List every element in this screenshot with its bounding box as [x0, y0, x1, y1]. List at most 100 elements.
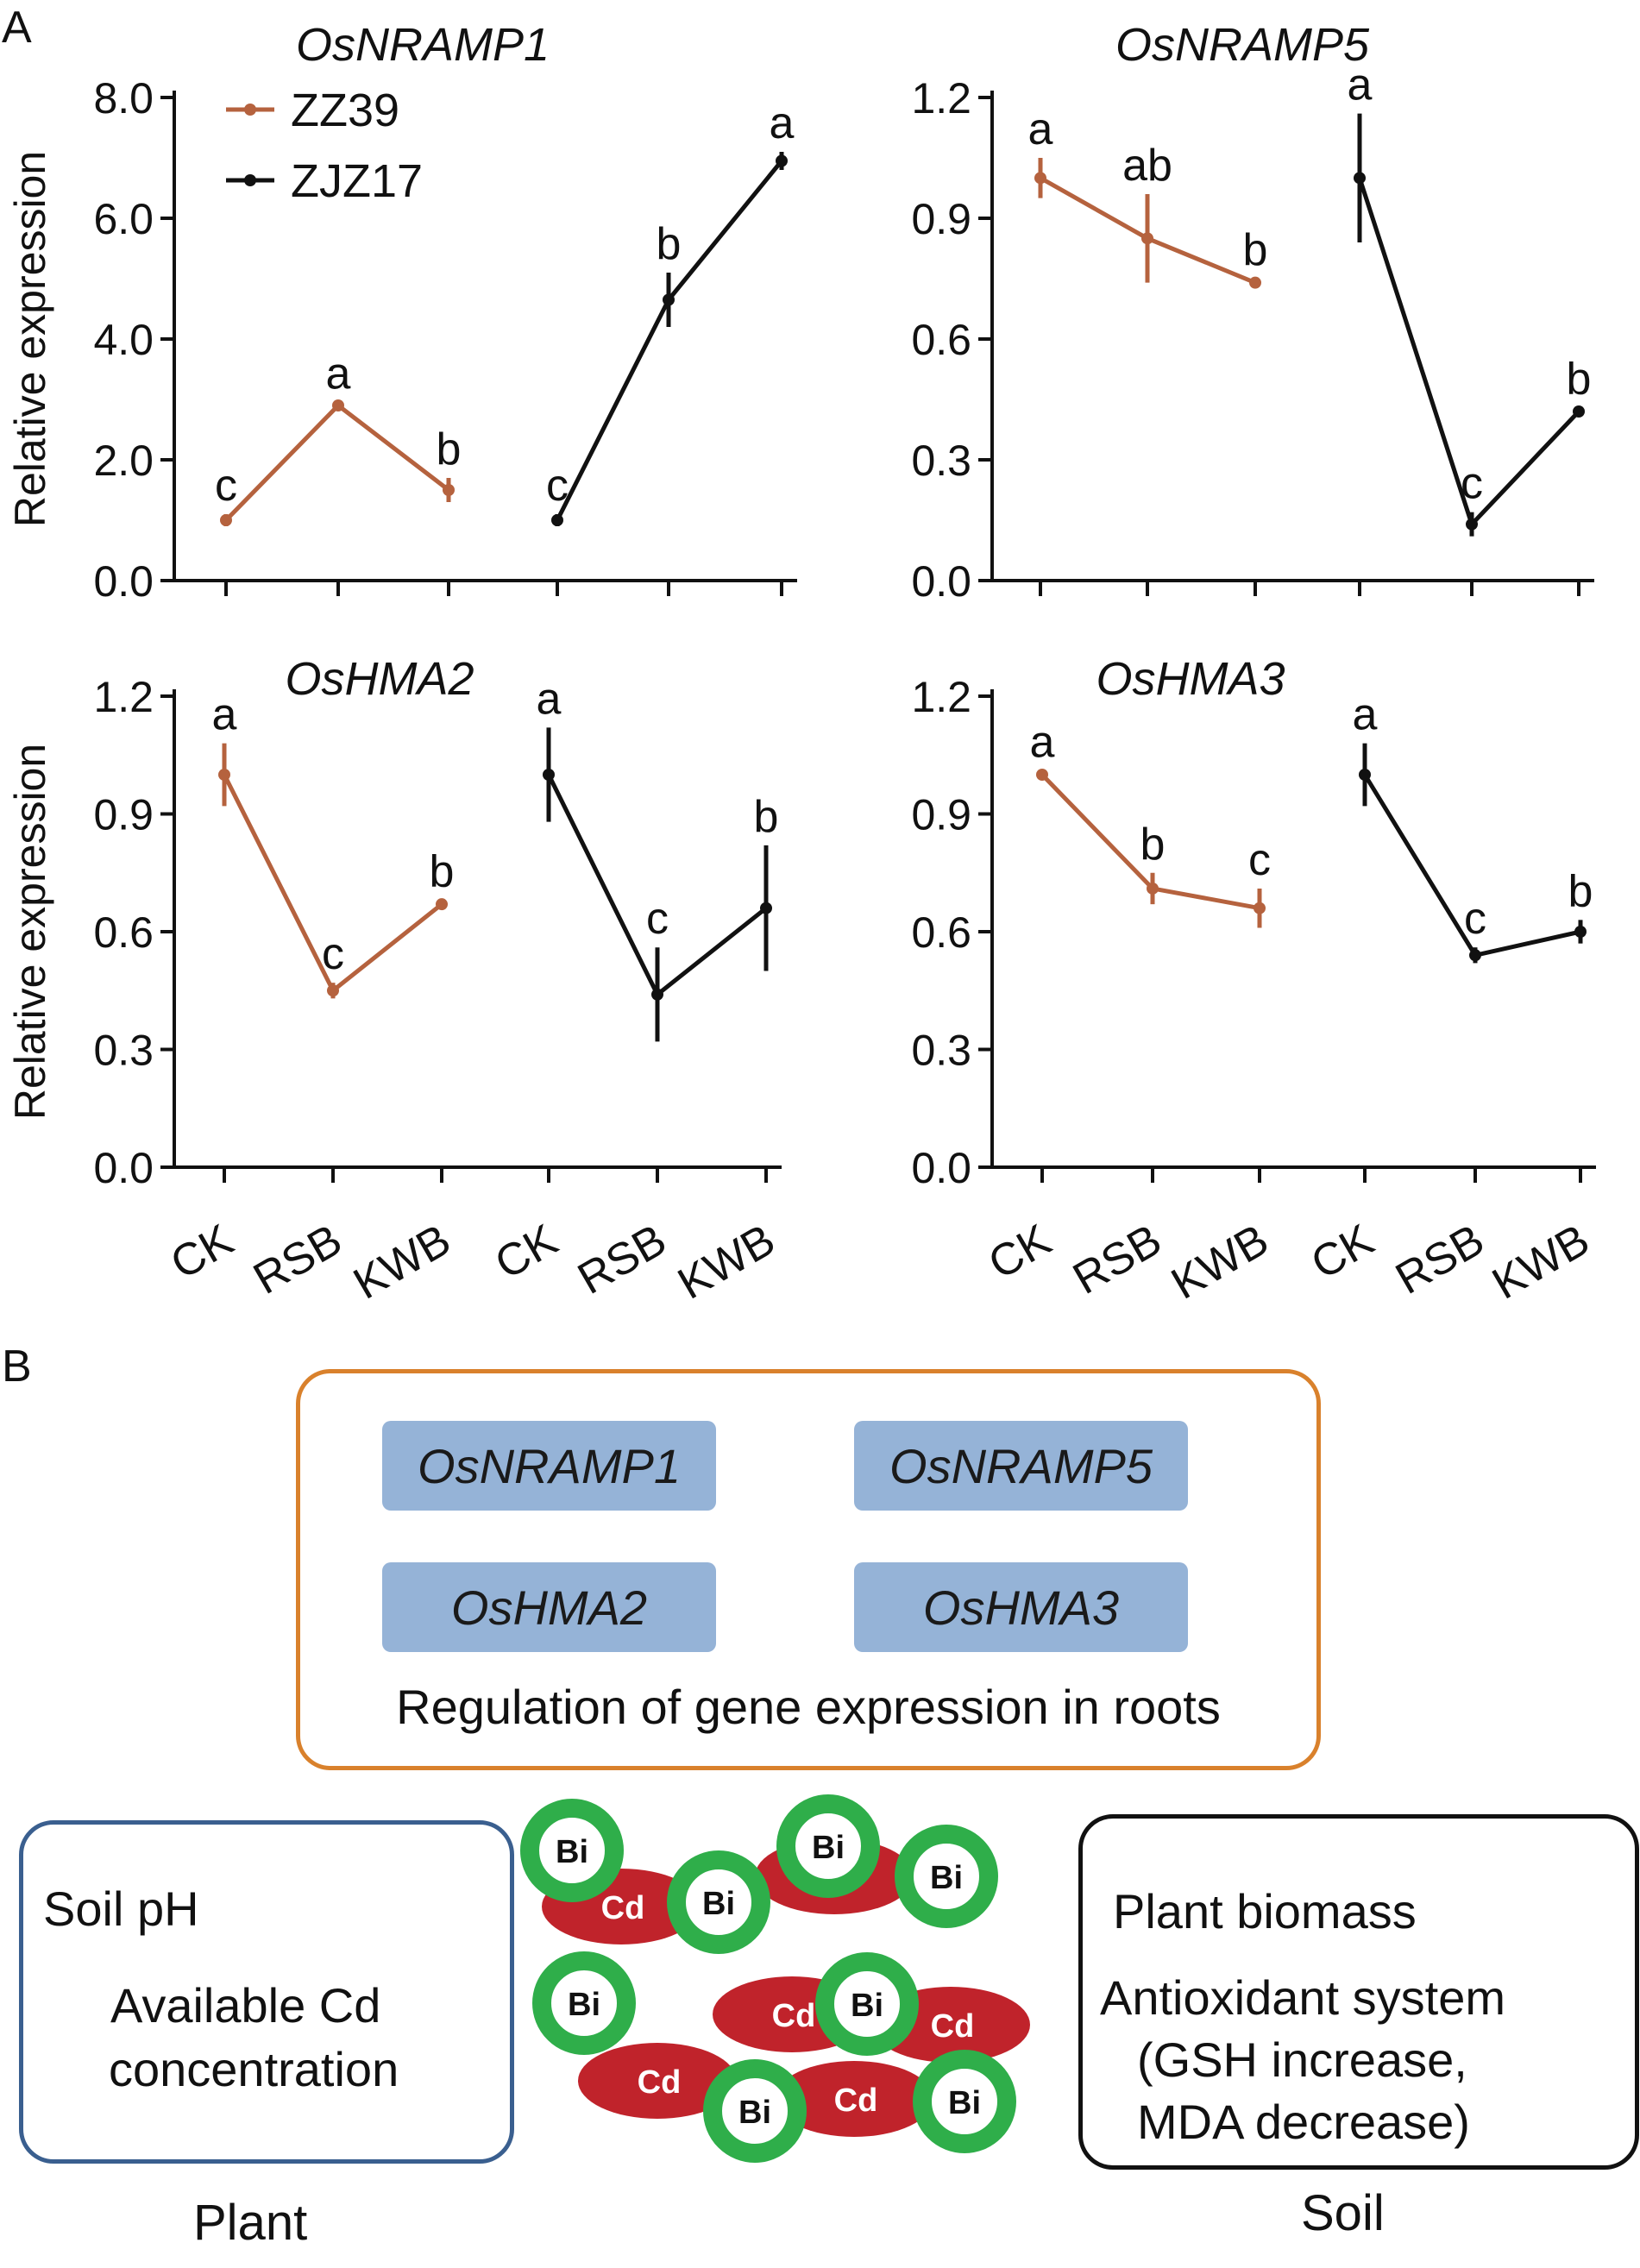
cd-label: Cd — [772, 1998, 816, 2034]
oshma3-zz39-sig-letter: a — [1030, 717, 1055, 767]
osnramp5-zz39-sig-letter: a — [1028, 104, 1053, 154]
osnramp1-y-label: Relative expression — [6, 151, 54, 527]
osnramp1-zjz17-sig-letter: c — [546, 461, 569, 511]
oshma3-zjz17-sig-letter: a — [1353, 690, 1378, 740]
oshma3-y-tick-label: 0.0 — [911, 1144, 971, 1192]
bi-label: Bi — [568, 1987, 600, 2023]
cd-label: Cd — [601, 1890, 645, 1926]
osnramp1-zz39-line — [224, 402, 450, 522]
bi-particle — [532, 1951, 636, 2055]
bi-particle — [667, 1850, 770, 1954]
osnramp1-zjz17-sig-letter: a — [770, 98, 795, 148]
oshma3-y-tick-label: 0.9 — [911, 791, 971, 839]
bi-label: Bi — [930, 1860, 963, 1896]
oshma2-zjz17-sig-letter: c — [646, 894, 669, 944]
osnramp1-zz39-point — [220, 514, 232, 526]
oshma2-x-tick-label: KWB — [345, 1215, 459, 1309]
bi-label: Bi — [948, 2085, 981, 2121]
osnramp1-zjz17-point — [551, 514, 563, 526]
osnramp1-zz39-point — [443, 484, 455, 496]
oshma2-zjz17-sig-letter: b — [754, 792, 779, 842]
osnramp5-zz39-point — [1034, 172, 1046, 185]
osnramp1-y-tick-label: 8.0 — [93, 74, 154, 123]
oshma3-zz39-point — [1254, 902, 1266, 914]
osnramp5-zjz17-sig-letter: c — [1461, 459, 1483, 509]
oshma2-y-tick-label: 0.9 — [93, 791, 154, 839]
osnramp5-zjz17-sig-letter: b — [1567, 354, 1592, 404]
oshma3-x-tick-label: RSB — [1065, 1215, 1170, 1304]
oshma2-title: OsHMA2 — [285, 653, 474, 705]
plant-caption: Plant — [193, 2195, 308, 2251]
osnramp5-zz39-point — [1141, 232, 1153, 245]
osnramp5-y-tick-label: 0.0 — [911, 557, 971, 606]
bi-label: Bi — [738, 2095, 771, 2131]
oshma2-zz39-sig-letter: b — [430, 847, 455, 897]
osnramp1-zjz17-line — [555, 159, 783, 522]
osnramp5-y-tick-label: 0.3 — [911, 437, 971, 485]
osnramp1-y-tick-label: 0.0 — [93, 557, 154, 606]
osnramp5-zjz17-point — [1466, 518, 1478, 531]
osnramp1-zz39-sig-letter: c — [215, 461, 237, 511]
oshma3-x-tick-label: RSB — [1387, 1215, 1492, 1304]
mda-label: MDA decrease) — [1137, 2095, 1470, 2149]
oshma3-zjz17-point — [1469, 949, 1481, 962]
osnramp1-title: OsNRAMP1 — [296, 19, 550, 71]
oshma2-x-tick-label: CK — [162, 1215, 242, 1290]
oshma3-x-tick-label: KWB — [1163, 1215, 1277, 1309]
oshma2-x-tick-label: KWB — [669, 1215, 783, 1309]
bi-label: Bi — [556, 1834, 588, 1870]
osnramp5-zjz17-point — [1354, 172, 1366, 185]
cd-label: Cd — [834, 2083, 878, 2119]
osnramp5-y-tick-label: 0.6 — [911, 316, 971, 364]
gene-regulation-caption: Regulation of gene expression in roots — [396, 1680, 1221, 1734]
oshma3-title: OsHMA3 — [1096, 653, 1285, 705]
oshma3-y-tick-label: 1.2 — [911, 673, 971, 721]
bi-particle — [776, 1794, 880, 1898]
cd-particle — [775, 2061, 933, 2137]
gsh-label: (GSH increase, — [1137, 2032, 1467, 2087]
gene-label-oshma2: OsHMA2 — [450, 1580, 648, 1635]
osnramp5-zjz17-sig-letter: a — [1348, 60, 1373, 110]
osnramp1-zjz17-sig-letter: b — [657, 219, 682, 269]
concentration-label: concentration — [109, 2042, 399, 2096]
soil-ph-box — [19, 1820, 514, 2164]
oshma2-y-tick-label: 0.0 — [93, 1144, 154, 1192]
gene-box-osnramp1: OsNRAMP1 — [382, 1421, 716, 1511]
antioxidant-label: Antioxidant system — [1100, 1970, 1505, 2025]
oshma3-x-tick-label: CK — [1303, 1215, 1382, 1290]
oshma3-y-tick-label: 0.6 — [911, 908, 971, 957]
oshma2-x-tick-label: RSB — [245, 1215, 350, 1304]
oshma2-x-tick-label: RSB — [569, 1215, 675, 1304]
osnramp1-y-tick-label: 2.0 — [93, 437, 154, 485]
legend-zjz17-label: ZJZ17 — [291, 155, 423, 207]
legend-zz39-label: ZZ39 — [291, 85, 399, 136]
osnramp1-zz39-sig-letter: b — [437, 424, 462, 474]
osnramp1-zz39-point — [332, 399, 344, 412]
osnramp5-zjz17-point — [1573, 405, 1585, 418]
gene-box-oshma3: OsHMA3 — [854, 1562, 1188, 1652]
bi-particle — [520, 1799, 624, 1902]
bi-particle — [913, 2050, 1016, 2153]
osnramp5-zz39-sig-letter: ab — [1122, 141, 1172, 191]
oshma3-zjz17-point — [1574, 926, 1587, 938]
oshma2-zjz17-sig-letter: a — [537, 674, 562, 724]
bi-particle — [815, 1952, 919, 2056]
plant-biomass-label: Plant biomass — [1113, 1884, 1417, 1938]
osnramp1-zz39-sig-letter: a — [326, 349, 351, 399]
osnramp1-zjz17-point — [663, 293, 675, 306]
oshma2-zz39-sig-letter: c — [322, 929, 344, 979]
osnramp5-y-tick-label: 0.9 — [911, 195, 971, 243]
oshma2-y-tick-label: 1.2 — [93, 673, 154, 721]
bi-label: Bi — [812, 1830, 845, 1866]
gene-label-osnramp1: OsNRAMP1 — [418, 1438, 681, 1493]
oshma2-zz39-point — [436, 898, 448, 911]
osnramp1-y-tick-label: 6.0 — [93, 195, 154, 243]
oshma3-x-tick-label: KWB — [1484, 1215, 1598, 1309]
oshma3-zz39-sig-letter: c — [1248, 835, 1271, 885]
cd-label: Cd — [931, 2008, 975, 2045]
oshma3-x-tick-label: CK — [980, 1215, 1059, 1290]
legend-zz39-marker — [244, 104, 256, 116]
oshma2-y-label: Relative expression — [6, 744, 54, 1120]
legend-zjz17-marker — [244, 174, 256, 186]
bi-label: Bi — [851, 1988, 883, 2024]
